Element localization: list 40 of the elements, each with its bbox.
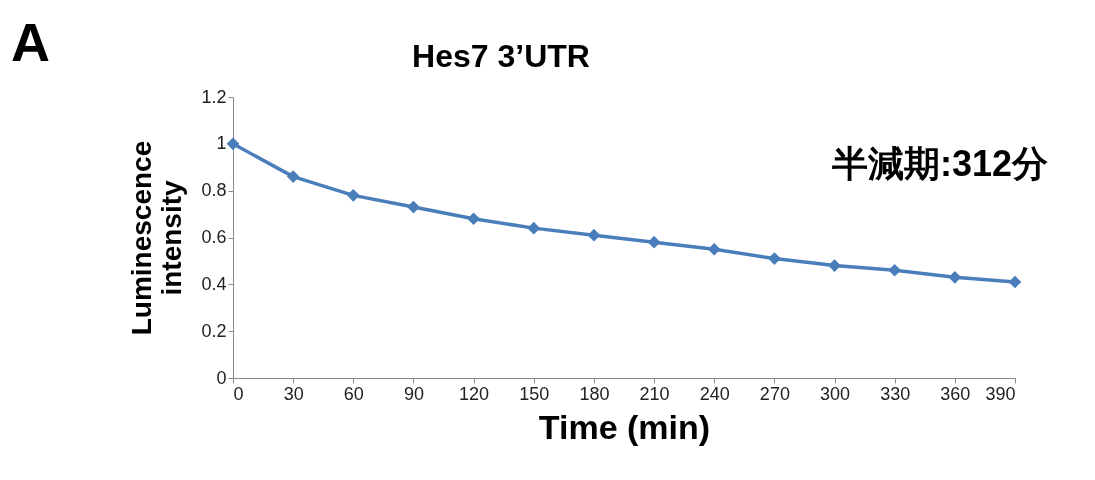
y-tick-label: 0.8 bbox=[201, 180, 227, 201]
x-tick-label: 90 bbox=[403, 383, 424, 404]
x-tick-label: 300 bbox=[820, 383, 851, 404]
x-tick-label: 210 bbox=[639, 383, 670, 404]
point bbox=[707, 242, 721, 256]
point bbox=[828, 259, 841, 272]
y-tick-label: 0 bbox=[216, 367, 227, 388]
y-tick-label: 1 bbox=[216, 133, 227, 154]
x-tick-label: 360 bbox=[940, 383, 971, 404]
point bbox=[407, 200, 420, 214]
y-axis-title: Luminescence intensity bbox=[126, 140, 188, 336]
x-tick-label: 0 bbox=[233, 383, 244, 404]
x-axis-title: Time (min) bbox=[538, 407, 711, 446]
point bbox=[226, 137, 240, 151]
annotation: 半減期:312分 bbox=[831, 143, 1049, 184]
chart-title: Hes7 3’UTR bbox=[412, 38, 590, 74]
x-tick-label: 120 bbox=[459, 383, 490, 404]
x-tick-label: 270 bbox=[759, 383, 790, 404]
x-tick-label: 180 bbox=[579, 383, 610, 404]
y-tick-label: 0.6 bbox=[201, 227, 227, 247]
y-tick-label: 0.2 bbox=[201, 320, 227, 341]
point bbox=[948, 270, 962, 284]
x-tick-label: 60 bbox=[343, 383, 364, 404]
point bbox=[286, 170, 300, 183]
y-tick-label: 1.2 bbox=[201, 86, 227, 107]
point bbox=[768, 252, 781, 265]
point bbox=[647, 235, 661, 249]
x-tick-label: 30 bbox=[283, 383, 304, 404]
x-tick-label: 240 bbox=[699, 383, 730, 404]
x-tick-label: 150 bbox=[519, 383, 550, 404]
point bbox=[888, 263, 902, 277]
text: A bbox=[11, 12, 50, 72]
x-tick-label: 390 bbox=[985, 383, 1016, 404]
x-tick-label: 330 bbox=[880, 383, 911, 404]
point bbox=[527, 221, 541, 235]
point bbox=[467, 212, 480, 226]
y-tick-label: 0.4 bbox=[201, 273, 227, 294]
point bbox=[587, 228, 601, 242]
point bbox=[346, 189, 360, 202]
point bbox=[1008, 275, 1022, 289]
